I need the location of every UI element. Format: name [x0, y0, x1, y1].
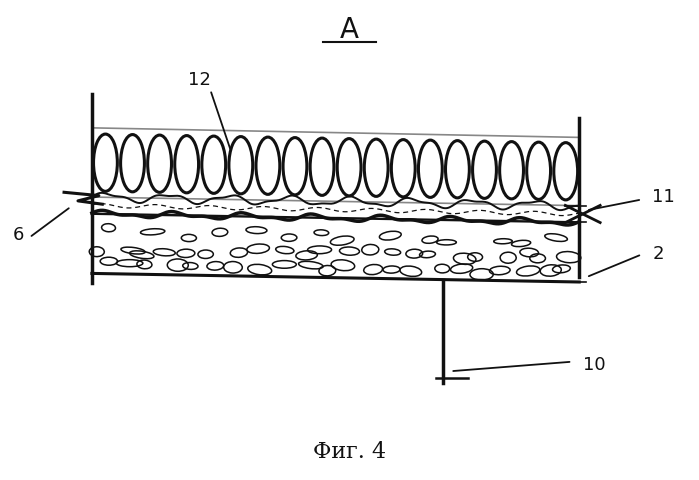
Text: 12: 12 [188, 71, 211, 89]
Text: 2: 2 [652, 245, 664, 264]
Text: А: А [340, 16, 359, 44]
Text: 6: 6 [13, 226, 24, 244]
Text: 10: 10 [583, 356, 605, 374]
Text: 11: 11 [652, 188, 675, 206]
Text: Фиг. 4: Фиг. 4 [313, 442, 386, 463]
